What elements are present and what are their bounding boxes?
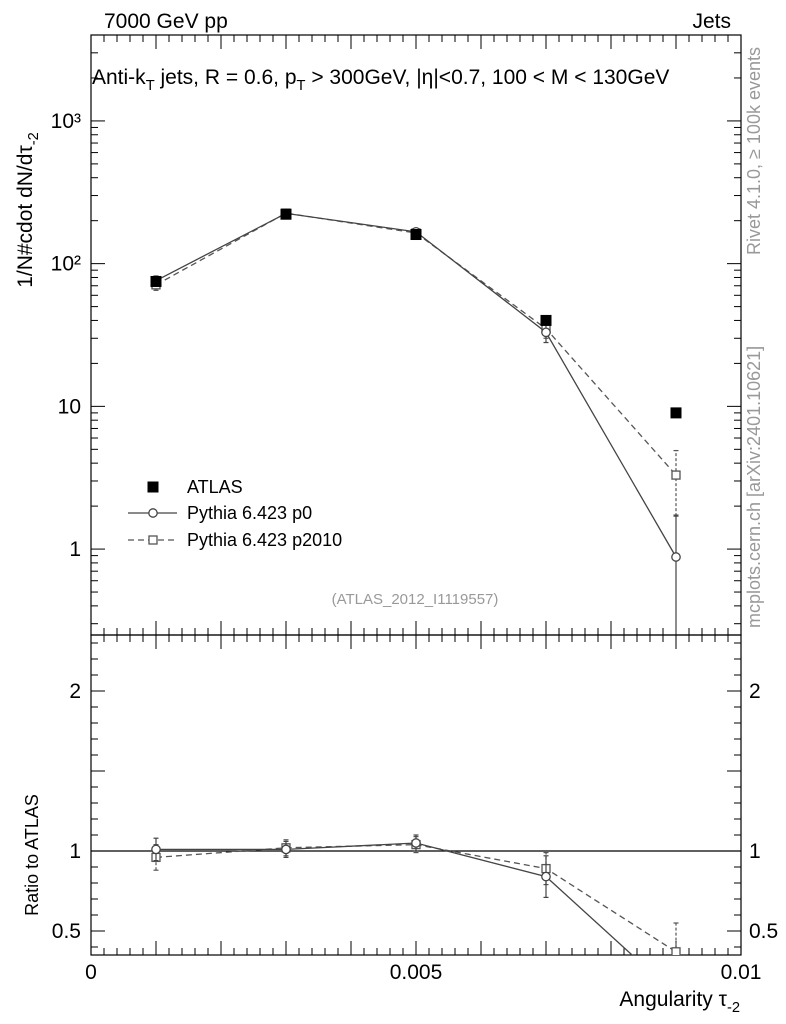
- ratio-p2010-line: [155, 843, 677, 953]
- legend-p2010-marker: [148, 535, 158, 545]
- ratio-ylabel: Ratio to ATLAS: [22, 794, 42, 916]
- ratio-ytick-label: 1: [69, 840, 81, 863]
- ratio-xtick-label: 0.005: [390, 961, 443, 984]
- ratio-ytick-label-right: 0.5: [749, 920, 778, 943]
- ratio-xtick-label: 0: [85, 961, 97, 984]
- ratio-p0-series: [151, 834, 634, 955]
- main-p0-point: [671, 552, 681, 562]
- main-atlas-point: [280, 208, 292, 220]
- ratio-ytick-label: 0.5: [52, 920, 81, 943]
- legend-p0-marker: [148, 508, 158, 518]
- main-p2010-series: [151, 208, 681, 517]
- main-atlas-point: [540, 314, 552, 326]
- main-ylabel: 1/N#cdot dN/dτ-2​: [14, 132, 42, 288]
- legend-label: Pythia 6.423 p2010: [187, 530, 342, 550]
- ratio-ytick-label: 2: [69, 680, 81, 703]
- ratio-frame: [90, 634, 742, 956]
- process-label: Jets: [692, 10, 731, 33]
- ratio-ytick-label-right: 2: [749, 680, 761, 703]
- mcplots-label: mcplots.cern.ch [arXiv:2401.10621]: [744, 346, 764, 628]
- rivet-version-label: Rivet 4.1.0, ≥ 100k events: [744, 47, 764, 255]
- main-ytick-label: 10: [58, 395, 81, 418]
- cut-title: Anti-kT​ jets, R = 0.6, pT​ > 300GeV, |η…: [92, 66, 669, 94]
- ratio-xtick-label: 0.01: [721, 961, 762, 984]
- main-p0-point: [541, 327, 551, 338]
- ratio-panel: 0 0.005 0.01 2 2 1 1 0.5 0.5: [52, 634, 778, 984]
- ratio-p0-point: [151, 844, 161, 855]
- ratio-ytick-label-right: 1: [749, 840, 761, 863]
- main-p2010-point: [671, 470, 681, 480]
- ratio-p2010-series: [151, 835, 681, 955]
- main-panel: 10³ 10² 10 1: [51, 34, 742, 636]
- legend-label: Pythia 6.423 p0: [187, 503, 312, 523]
- x-axis-label: Angularity τ-2​: [619, 988, 740, 1016]
- ratio-p0-point: [541, 871, 551, 882]
- ratio-p0-point: [411, 838, 421, 848]
- analysis-id-label: (ATLAS_2012_I1119557): [332, 591, 499, 608]
- main-atlas-series: [150, 208, 682, 419]
- legend: ATLAS Pythia 6.423 p0 Pythia 6.423 p2010: [128, 477, 342, 550]
- legend-atlas-marker: [147, 481, 159, 493]
- main-ytick-label: 1: [69, 538, 81, 561]
- ratio-p2010-point: [671, 947, 681, 955]
- main-atlas-point: [670, 407, 682, 419]
- main-ytick-label: 10²: [51, 253, 81, 276]
- main-atlas-point: [150, 275, 162, 287]
- main-p2010-line: [155, 212, 677, 476]
- main-atlas-point: [410, 229, 422, 241]
- legend-label: ATLAS: [187, 477, 243, 497]
- energy-label: 7000 GeV pp: [104, 10, 228, 33]
- main-ytick-label: 10³: [51, 110, 81, 133]
- ratio-p0-point: [281, 844, 291, 855]
